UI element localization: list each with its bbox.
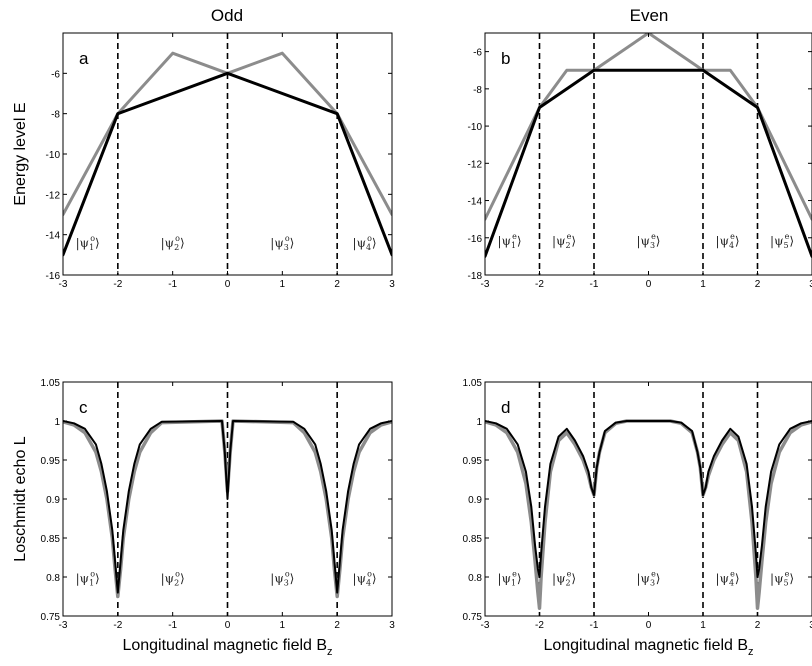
- x-tick-label: -2: [535, 279, 544, 290]
- y-tick-label: 0.85: [463, 534, 483, 545]
- y-tick-label: 0.75: [463, 612, 483, 623]
- x-tick-label: -1: [168, 620, 177, 631]
- y-tick-label: -10: [468, 122, 483, 133]
- x-tick-label: -1: [590, 279, 599, 290]
- state-label: |ψ3e⟩: [637, 569, 661, 587]
- y-tick-label: 0.9: [46, 495, 60, 506]
- panel-b: -3-2-10123-18-16-14-12-10-8-6b|ψ1e⟩|ψ2e⟩…: [468, 32, 812, 290]
- y-tick-label: -6: [473, 48, 482, 59]
- x-tick-label: 3: [389, 279, 395, 290]
- state-label: |ψ5e⟩: [770, 232, 794, 250]
- state-label: |ψ2e⟩: [552, 232, 576, 250]
- state-label: |ψ4e⟩: [716, 569, 740, 587]
- x-tick-label: 0: [646, 620, 652, 631]
- y-tick-label: -16: [468, 234, 483, 245]
- y-tick-label: 0.95: [41, 456, 61, 467]
- state-label: |ψ3o⟩: [270, 234, 294, 252]
- y-tick-label: 0.9: [468, 495, 482, 506]
- y-tick-label: -18: [468, 271, 483, 282]
- panel-d: -3 -2 -1 0 1 2 3 0.75 0.8 0.85 0.9 0.95 1 1.05 d |ψ1e⟩ |…: [463, 378, 812, 658]
- x-tick-label: 3: [809, 620, 812, 631]
- x-tick-label: -2: [535, 620, 544, 631]
- x-tick-label: 0: [225, 620, 231, 631]
- state-label: |ψ2o⟩: [161, 234, 185, 252]
- series-group: [63, 419, 392, 599]
- state-label: |ψ3e⟩: [637, 232, 661, 250]
- panel-letter: a: [79, 49, 89, 68]
- panel-a: -3 -2 -1 0 1 2 3-16-14-12-10-8-6a|ψ1o⟩ |ψ2o⟩ |ψ3…: [12, 32, 395, 290]
- y-tick-label: -12: [46, 190, 61, 201]
- y-tick-label: 1: [476, 417, 482, 428]
- series-line-1: [485, 68, 812, 258]
- x-tick-label: 0: [646, 279, 652, 290]
- state-label: |ψ4o⟩: [353, 569, 377, 587]
- state-label: |ψ2e⟩: [552, 569, 576, 587]
- y-tick-label: -10: [46, 150, 61, 161]
- series-line-1: [63, 420, 392, 594]
- state-label: |ψ1o⟩: [76, 569, 100, 587]
- series-group: [485, 33, 812, 258]
- y-tick-label: -12: [468, 159, 483, 170]
- y-tick-label: -14: [46, 231, 61, 242]
- column-title: Odd: [211, 6, 243, 25]
- x-tick-label: -1: [590, 620, 599, 631]
- x-tick-label: 1: [280, 620, 286, 631]
- x-tick-label: -1: [168, 279, 177, 290]
- y-tick-label: 1.05: [463, 378, 483, 389]
- x-axis-label: Longitudinal magnetic field Bz: [543, 637, 753, 658]
- x-tick-label: -3: [59, 279, 68, 290]
- panel-letter: d: [501, 398, 510, 417]
- x-tick-label: 1: [700, 620, 706, 631]
- state-label: |ψ1o⟩: [76, 234, 100, 252]
- state-label: |ψ5e⟩: [770, 569, 794, 587]
- state-label: |ψ1e⟩: [498, 569, 522, 587]
- y-tick-label: 1.05: [41, 378, 61, 389]
- x-tick-label: 3: [809, 279, 812, 290]
- x-tick-label: 2: [334, 620, 340, 631]
- y-tick-label: 0.75: [41, 612, 61, 623]
- y-tick-label: -8: [473, 85, 482, 96]
- y-tick-label: -8: [51, 110, 60, 121]
- x-tick-label: 2: [755, 279, 761, 290]
- y-tick-label: -6: [51, 69, 60, 80]
- series-line-1: [63, 71, 392, 257]
- series-group: [485, 419, 812, 610]
- series-line-0: [485, 33, 812, 221]
- y-tick-label: -14: [468, 197, 483, 208]
- x-axis-label: Longitudinal magnetic field Bz: [122, 637, 332, 658]
- panel-letter: c: [79, 398, 88, 417]
- x-tick-label: 2: [755, 620, 761, 631]
- panel-c: -3 -2 -1 0 1 2 3 0.75 0.8 0.85 0.9 0.95 1 1.05 c |ψ1o⟩ |…: [12, 378, 395, 658]
- x-tick-label: 3: [389, 620, 395, 631]
- y-tick-label: 0.95: [463, 456, 483, 467]
- y-axis-label: Energy level E: [12, 102, 29, 205]
- x-tick-label: 1: [280, 279, 286, 290]
- x-tick-label: -3: [481, 279, 490, 290]
- x-tick-label: -2: [113, 620, 122, 631]
- x-tick-label: -3: [59, 620, 68, 631]
- state-label: |ψ4o⟩: [353, 234, 377, 252]
- y-axis-label: Loschmidt echo L: [12, 436, 29, 562]
- state-label: |ψ3o⟩: [270, 569, 294, 587]
- x-tick-label: 0: [225, 279, 231, 290]
- x-tick-label: 1: [700, 279, 706, 290]
- column-title: Even: [630, 6, 669, 25]
- state-label: |ψ2o⟩: [161, 569, 185, 587]
- x-tick-label: -2: [113, 279, 122, 290]
- state-label: |ψ1e⟩: [498, 232, 522, 250]
- series-line-1: [485, 420, 812, 578]
- y-tick-label: 0.8: [468, 573, 482, 584]
- series-group: [63, 51, 392, 257]
- y-tick-label: 1: [54, 417, 60, 428]
- x-tick-label: 2: [334, 279, 340, 290]
- x-tick-label: -3: [481, 620, 490, 631]
- state-label: |ψ4e⟩: [716, 232, 740, 250]
- y-tick-label: 0.8: [46, 573, 60, 584]
- panel-letter: b: [501, 49, 510, 68]
- y-tick-label: 0.85: [41, 534, 61, 545]
- y-tick-label: -16: [46, 271, 61, 282]
